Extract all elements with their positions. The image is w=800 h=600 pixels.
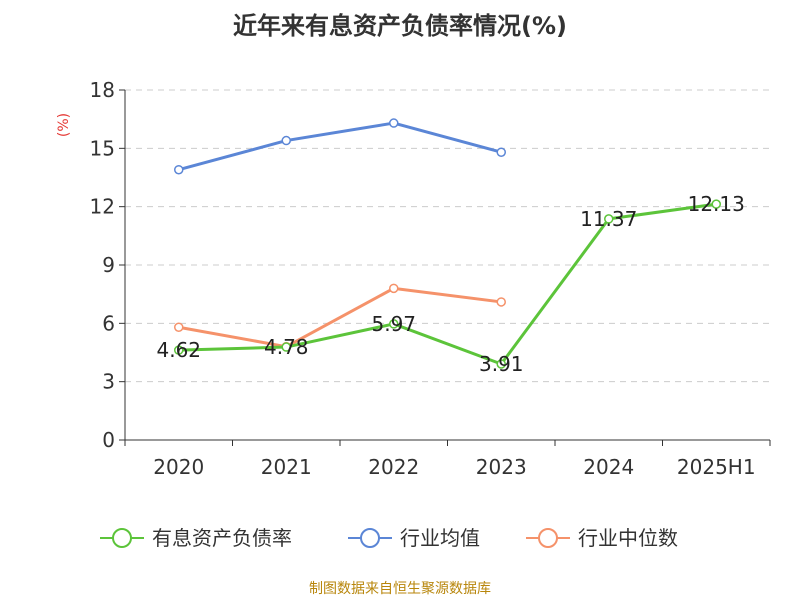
data-point bbox=[174, 345, 184, 355]
x-tick-label: 2020 bbox=[153, 455, 204, 479]
data-label: 5.97 bbox=[371, 312, 416, 336]
x-tick-label: 2022 bbox=[368, 455, 419, 479]
y-tick-label: 18 bbox=[90, 78, 115, 102]
data-point bbox=[174, 164, 184, 175]
data-point bbox=[496, 297, 506, 307]
legend-label: 有息资产负债率 bbox=[152, 526, 292, 550]
series-3 bbox=[174, 283, 506, 352]
legend-label: 行业中位数 bbox=[578, 526, 678, 550]
data-label: 4.62 bbox=[156, 338, 201, 362]
data-source: 制图数据来自恒生聚源数据库 bbox=[309, 581, 491, 597]
x-tick-label: 2023 bbox=[476, 455, 527, 479]
data-point bbox=[389, 118, 399, 128]
x-tick-label: 2021 bbox=[261, 455, 312, 479]
data-point bbox=[496, 147, 506, 157]
data-point bbox=[389, 283, 399, 294]
data-point bbox=[281, 342, 291, 352]
legend-label: 行业均值 bbox=[400, 526, 480, 550]
y-axis-label: (%) bbox=[56, 113, 72, 137]
series-line bbox=[178, 202, 717, 366]
data-label: 11.37 bbox=[580, 207, 637, 231]
data-point bbox=[389, 319, 399, 329]
y-tick-label: 12 bbox=[90, 195, 115, 219]
y-tick-label: 9 bbox=[102, 253, 115, 277]
y-tick-label: 0 bbox=[102, 428, 115, 452]
legend-marker bbox=[112, 528, 132, 548]
legend-item: 行业中位数 bbox=[526, 526, 678, 550]
y-tick-label: 6 bbox=[102, 311, 115, 335]
data-label: 3.91 bbox=[479, 352, 524, 376]
data-point bbox=[174, 322, 184, 332]
series-1 bbox=[174, 199, 721, 369]
series-layer bbox=[174, 118, 721, 369]
y-tick-label: 3 bbox=[102, 370, 115, 394]
series-2 bbox=[174, 118, 506, 175]
data-label: 4.78 bbox=[264, 335, 309, 359]
series-line bbox=[178, 121, 502, 172]
y-tick-label: 15 bbox=[90, 136, 115, 160]
axes: 0 3 6 9 12 15 18 2020 2021 2022 2023 2024 2025H1 bbox=[90, 78, 771, 479]
data-point bbox=[604, 214, 614, 224]
data-point bbox=[496, 359, 506, 369]
legend-item: 行业均值 bbox=[348, 526, 480, 550]
x-tick-label: 2025H1 bbox=[677, 455, 756, 479]
series-line bbox=[178, 286, 502, 349]
legend-marker bbox=[538, 528, 558, 548]
legend-marker bbox=[360, 528, 380, 548]
legend: 有息资产负债率 行业均值 行业中位数 bbox=[100, 526, 678, 550]
x-tick-label: 2024 bbox=[583, 455, 634, 479]
data-point bbox=[281, 135, 291, 146]
legend-item: 有息资产负债率 bbox=[100, 526, 292, 550]
data-label: 12.13 bbox=[688, 192, 745, 216]
chart-title: 近年来有息资产负债率情况(%) bbox=[233, 12, 567, 40]
grid-lines bbox=[125, 89, 770, 383]
data-point bbox=[711, 199, 721, 209]
data-labels: 4.62 4.78 5.97 3.91 11.37 12.13 bbox=[156, 192, 744, 376]
